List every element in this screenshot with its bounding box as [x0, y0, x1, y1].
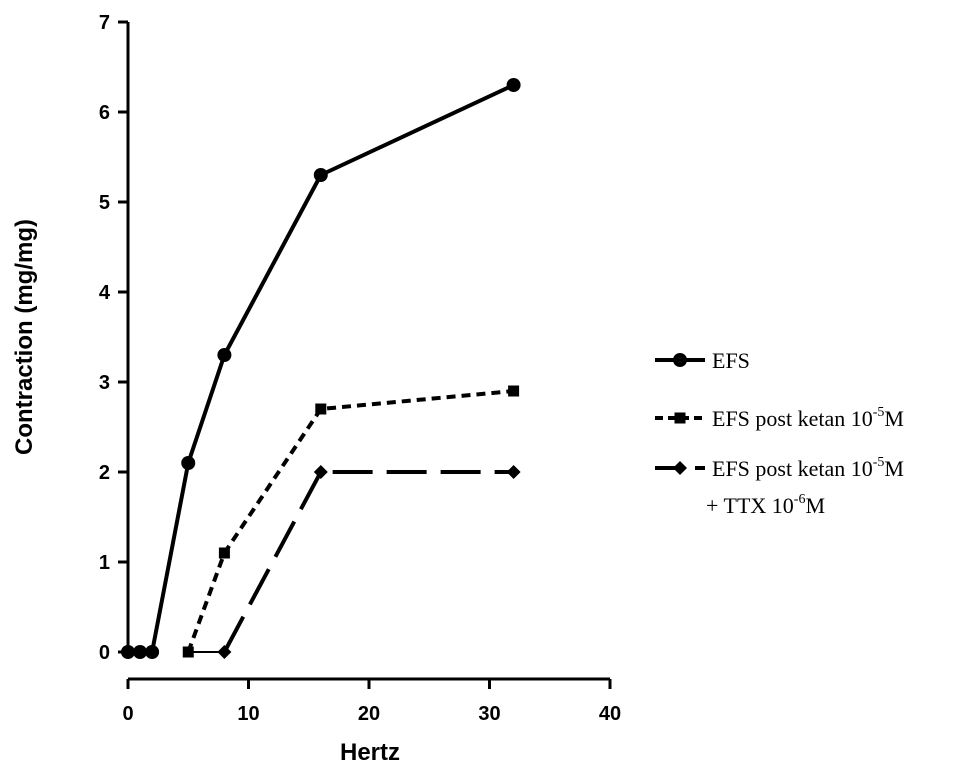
- axes: 0 1 2 3 4 5 6 7 0 10 20 30 40: [99, 12, 621, 725]
- data-point-ketan: [315, 403, 327, 415]
- data-point-ketan: [508, 385, 520, 397]
- series-line-ttx: [222, 470, 514, 653]
- data-point-efs: [217, 348, 232, 362]
- x-tick-label: 40: [599, 703, 621, 725]
- data-point-efs: [121, 645, 135, 659]
- legend-item-ketan: EFS post ketan 10-5M: [655, 405, 904, 431]
- legend-label-ketan: EFS post ketan 10-5M: [712, 405, 904, 431]
- series-ttx: [217, 465, 521, 659]
- x-tick-label: 20: [358, 703, 380, 725]
- data-point-ketan: [218, 547, 230, 559]
- y-tick-label: 1: [99, 552, 110, 574]
- data-point-efs: [181, 456, 196, 470]
- legend-item-ttx: EFS post ketan 10-5M + TTX 10-6M: [655, 455, 904, 518]
- series-line-ketan: [186, 389, 514, 653]
- x-tick-label: 10: [237, 703, 259, 725]
- y-tick-label: 6: [99, 102, 110, 124]
- x-axis-title: Hertz: [340, 739, 400, 766]
- data-point-ttx: [217, 645, 232, 659]
- y-axis-title: Contraction (mg/mg): [11, 219, 38, 455]
- legend-item-efs: EFS: [655, 348, 750, 373]
- legend-label-ttx: EFS post ketan 10-5M: [712, 455, 904, 481]
- data-point-efs: [313, 168, 328, 182]
- y-tick-label: 0: [99, 642, 110, 664]
- series-efs: [121, 78, 521, 659]
- data-point-ttx: [506, 465, 521, 479]
- data-point-ttx: [313, 465, 328, 479]
- legend-marker-ttx: [673, 461, 687, 475]
- data-point-efs: [133, 645, 148, 659]
- data-point-ketan: [182, 646, 194, 658]
- series-ketan: [182, 385, 520, 658]
- y-tick-label: 7: [99, 12, 110, 34]
- legend-label-line2-ttx: + TTX 10-6M: [706, 492, 825, 518]
- series-layer: [121, 78, 521, 659]
- y-tick-label: 4: [99, 282, 111, 304]
- legend-marker-efs: [673, 353, 687, 367]
- y-tick-label: 3: [99, 372, 110, 394]
- legend-marker-ketan: [674, 412, 686, 424]
- y-tick-label: 2: [99, 462, 110, 484]
- x-tick-label: 30: [478, 703, 500, 725]
- data-point-efs: [506, 78, 521, 92]
- data-point-efs: [145, 645, 160, 659]
- legend-label-efs: EFS: [712, 348, 750, 373]
- y-tick-label: 5: [99, 192, 110, 214]
- x-tick-label: 0: [122, 703, 133, 725]
